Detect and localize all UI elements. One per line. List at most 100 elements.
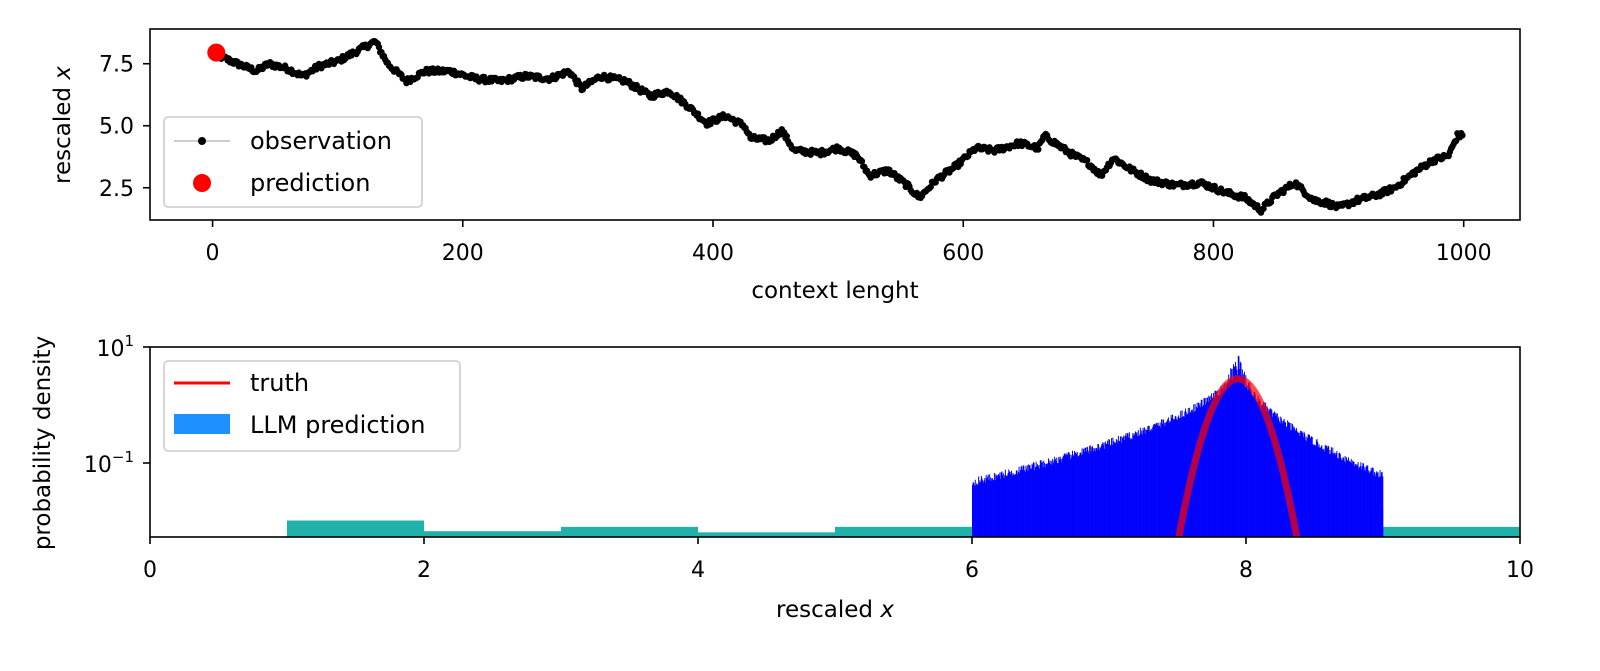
llm-prediction-bar bbox=[1323, 448, 1325, 537]
llm-prediction-bar bbox=[1078, 455, 1080, 537]
llm-prediction-bar bbox=[1369, 471, 1371, 537]
llm-prediction-bar bbox=[1291, 430, 1293, 537]
llm-prediction-bar bbox=[1232, 364, 1234, 537]
llm-prediction-bar bbox=[1056, 463, 1058, 537]
coarse-bin-bar bbox=[698, 532, 835, 537]
llm-prediction-bar bbox=[1271, 410, 1273, 537]
llm-prediction-bar bbox=[1246, 386, 1247, 537]
llm-prediction-bar bbox=[1140, 433, 1142, 537]
llm-prediction-bar bbox=[1200, 399, 1202, 537]
llm-prediction-bar bbox=[1008, 469, 1010, 537]
llm-prediction-bar bbox=[1198, 405, 1200, 537]
llm-prediction-bar bbox=[1072, 450, 1073, 537]
llm-prediction-bar bbox=[1229, 379, 1231, 537]
llm-prediction-bar bbox=[1167, 419, 1169, 537]
llm-prediction-bar bbox=[1022, 470, 1023, 537]
bottom-x-ticks: 0 2 4 6 8 10 bbox=[143, 537, 1534, 583]
top-y-tick-label: 2.5 bbox=[99, 177, 134, 202]
llm-prediction-bar bbox=[1361, 466, 1363, 537]
llm-prediction-bar bbox=[1053, 460, 1055, 537]
llm-prediction-bar bbox=[1074, 450, 1076, 537]
llm-prediction-bar bbox=[990, 480, 992, 537]
llm-prediction-bar bbox=[1195, 406, 1197, 537]
llm-prediction-bar bbox=[1324, 444, 1326, 537]
llm-prediction-bar bbox=[1153, 423, 1155, 537]
llm-prediction-bar bbox=[1032, 464, 1034, 537]
llm-prediction-bar bbox=[1300, 431, 1302, 537]
llm-prediction-bar bbox=[1241, 369, 1243, 537]
llm-prediction-bar bbox=[1332, 453, 1334, 537]
llm-prediction-bar bbox=[994, 480, 996, 537]
llm-prediction-bar bbox=[1174, 418, 1176, 537]
llm-prediction-bar bbox=[1356, 465, 1358, 537]
llm-prediction-bar bbox=[1127, 433, 1129, 537]
observation-point bbox=[783, 132, 790, 140]
observation-point bbox=[1083, 157, 1091, 164]
llm-prediction-bar bbox=[1204, 404, 1206, 537]
llm-prediction-bar bbox=[1221, 388, 1223, 537]
llm-prediction-bar bbox=[1006, 475, 1008, 537]
llm-prediction-bar bbox=[1339, 452, 1341, 537]
legend-llm-prediction-swatch bbox=[174, 414, 230, 434]
llm-prediction-bar bbox=[1360, 462, 1362, 537]
llm-prediction-bar bbox=[1265, 403, 1267, 537]
llm-prediction-bar bbox=[1137, 435, 1139, 537]
llm-prediction-bar bbox=[1302, 433, 1304, 537]
llm-prediction-bar bbox=[1240, 363, 1242, 537]
llm-prediction-bar bbox=[1100, 447, 1102, 537]
llm-prediction-bar bbox=[1366, 466, 1368, 537]
llm-prediction-bar bbox=[1317, 446, 1319, 537]
llm-prediction-bar bbox=[995, 474, 997, 537]
llm-prediction-bar bbox=[1124, 435, 1126, 537]
llm-prediction-bar bbox=[1292, 425, 1294, 537]
llm-prediction-bar bbox=[1055, 461, 1057, 537]
llm-prediction-bar bbox=[1344, 455, 1346, 537]
llm-prediction-bar bbox=[1202, 406, 1204, 537]
top-chart: 0 200 400 600 800 1000 2.5 5.0 7.5 context leng… bbox=[50, 28, 1521, 304]
top-y-tick-label: 5.0 bbox=[99, 115, 134, 140]
llm-prediction-bar bbox=[1130, 439, 1132, 537]
llm-prediction-bar bbox=[1293, 428, 1295, 537]
llm-prediction-bar bbox=[1278, 421, 1280, 537]
top-legend: observation prediction bbox=[163, 116, 423, 208]
top-x-ticks: 0 200 400 600 800 1000 bbox=[206, 220, 1492, 266]
llm-prediction-bar bbox=[981, 478, 983, 537]
top-x-tick-label: 400 bbox=[692, 241, 734, 266]
llm-prediction-bar bbox=[1357, 462, 1359, 537]
llm-prediction-bar bbox=[1147, 426, 1149, 537]
llm-prediction-bar bbox=[1104, 448, 1106, 537]
llm-prediction-bar bbox=[1234, 366, 1236, 537]
llm-prediction-bar bbox=[1198, 402, 1200, 537]
llm-prediction-bar bbox=[1175, 416, 1177, 537]
observation-point bbox=[858, 158, 866, 165]
llm-prediction-bar bbox=[1350, 462, 1352, 537]
llm-prediction-bar bbox=[1150, 429, 1152, 537]
llm-prediction-bar bbox=[1247, 389, 1249, 537]
llm-prediction-bar bbox=[1111, 438, 1113, 537]
llm-prediction-bar bbox=[1273, 413, 1275, 537]
llm-prediction-bar bbox=[984, 477, 986, 537]
bottom-chart: 0 2 4 6 8 10 101 10−1 rescaled x probability … bbox=[30, 332, 1534, 623]
llm-prediction-bar bbox=[991, 478, 993, 537]
llm-prediction-bar bbox=[1073, 456, 1075, 537]
llm-prediction-bar bbox=[1113, 441, 1115, 537]
llm-prediction-bar bbox=[1263, 401, 1265, 537]
llm-prediction-bar bbox=[1319, 447, 1321, 537]
llm-prediction-bar bbox=[1139, 427, 1141, 537]
llm-prediction-bar bbox=[1156, 424, 1158, 537]
llm-prediction-bar bbox=[998, 475, 1000, 537]
llm-prediction-bar bbox=[1163, 419, 1165, 537]
llm-prediction-bar bbox=[1066, 453, 1068, 537]
llm-prediction-bar bbox=[1302, 437, 1304, 537]
llm-prediction-bar bbox=[1243, 373, 1245, 537]
llm-prediction-bar bbox=[1054, 458, 1056, 537]
llm-prediction-bar bbox=[1172, 418, 1174, 537]
llm-prediction-bar bbox=[1213, 392, 1215, 537]
llm-prediction-bar bbox=[1092, 447, 1094, 537]
llm-prediction-bar bbox=[1167, 417, 1169, 537]
llm-prediction-bar bbox=[1182, 416, 1184, 537]
llm-prediction-bar bbox=[1180, 417, 1182, 537]
llm-prediction-bar bbox=[1226, 384, 1228, 537]
llm-prediction-bar bbox=[1365, 470, 1367, 537]
llm-prediction-bar bbox=[1005, 475, 1007, 537]
